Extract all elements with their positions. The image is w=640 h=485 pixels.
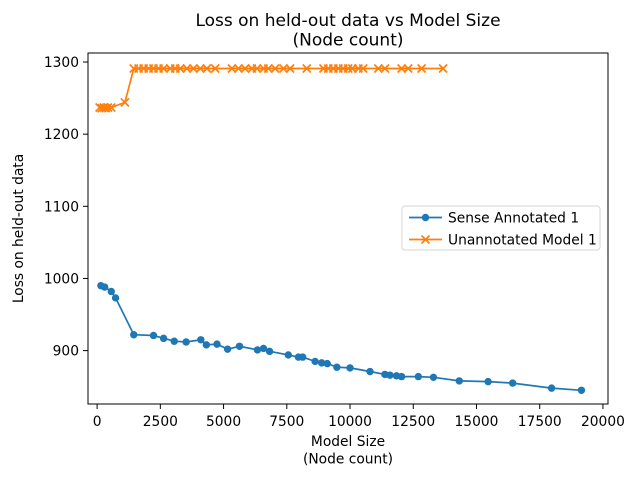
data-point-x xyxy=(380,63,390,74)
data-point-circle xyxy=(366,367,374,376)
y-tick-label: 900 xyxy=(53,344,79,360)
x-tick-label: 12500 xyxy=(391,414,435,430)
series-unannotated xyxy=(95,63,448,113)
data-point-x xyxy=(233,63,244,74)
data-point-x xyxy=(227,63,237,74)
data-point-circle xyxy=(111,294,120,302)
data-point-x xyxy=(278,63,289,74)
data-point-circle xyxy=(100,283,109,291)
data-point-x xyxy=(202,63,212,74)
y-tick-label: 1000 xyxy=(44,271,79,287)
x-tick-label: 20000 xyxy=(581,414,625,430)
data-point-circle xyxy=(577,386,586,394)
data-point-circle xyxy=(299,353,307,361)
data-point-circle xyxy=(317,359,326,367)
data-point-circle xyxy=(259,344,268,353)
data-point-circle xyxy=(508,379,517,387)
data-point-circle xyxy=(323,359,331,368)
data-point-x xyxy=(420,234,431,245)
chart-subtitle: (Node count) xyxy=(293,31,404,51)
data-point-circle xyxy=(149,331,158,340)
y-tick-label: 1100 xyxy=(44,199,79,215)
data-point-circle xyxy=(235,342,244,350)
data-point-x xyxy=(106,102,116,113)
data-point-circle xyxy=(421,213,430,222)
data-point-x xyxy=(358,63,368,74)
data-point-circle xyxy=(197,336,205,344)
y-tick-label: 1200 xyxy=(44,127,79,143)
data-point-x xyxy=(438,63,448,74)
data-point-x xyxy=(175,63,185,74)
data-point-x xyxy=(182,63,192,74)
series-sense-annotated xyxy=(97,281,586,394)
legend: Sense Annotated 1 Unannotated Model 1 xyxy=(401,205,601,251)
data-point-circle xyxy=(265,347,274,356)
legend-label: Unannotated Model 1 xyxy=(448,233,597,249)
data-point-x xyxy=(416,63,427,74)
data-point-circle xyxy=(455,377,463,385)
data-point-circle xyxy=(386,371,394,379)
data-point-circle xyxy=(284,351,293,359)
data-point-circle xyxy=(170,337,178,345)
x-tick-label: 2500 xyxy=(143,414,178,430)
data-point-x xyxy=(195,63,205,74)
x-tick-label: 7500 xyxy=(269,414,304,430)
data-point-circle xyxy=(182,338,190,346)
x-tick-label: 0 xyxy=(93,414,102,430)
data-point-circle xyxy=(547,384,556,392)
data-point-circle xyxy=(333,363,341,371)
data-point-x xyxy=(120,97,130,108)
data-point-x xyxy=(403,63,413,74)
y-axis-label: Loss on held-out data xyxy=(11,154,27,303)
data-point-x xyxy=(373,63,383,74)
data-point-circle xyxy=(346,364,354,372)
legend-box xyxy=(401,205,601,251)
data-point-x xyxy=(103,102,113,113)
data-point-circle xyxy=(223,345,232,353)
data-point-circle xyxy=(429,373,438,382)
data-point-x xyxy=(240,63,250,74)
x-tick-label: 5000 xyxy=(206,414,241,430)
data-point-x xyxy=(343,63,353,74)
y-tick-label: 1300 xyxy=(44,55,79,71)
x-tick-label: 15000 xyxy=(455,414,499,430)
data-point-x xyxy=(252,63,262,74)
x-axis-label-line2: (Node count) xyxy=(303,452,393,468)
data-point-x xyxy=(397,63,407,74)
x-tick-label: 10000 xyxy=(328,414,372,430)
data-point-circle xyxy=(253,346,262,354)
data-point-x xyxy=(188,63,199,74)
legend-label: Sense Annotated 1 xyxy=(448,211,579,227)
data-point-circle xyxy=(202,341,211,349)
data-point-x xyxy=(210,63,220,74)
data-point-circle xyxy=(311,357,319,366)
data-point-circle xyxy=(397,372,406,381)
data-point-circle xyxy=(213,340,221,348)
data-point-circle xyxy=(159,334,168,343)
plot-area-border xyxy=(87,52,609,405)
data-point-x xyxy=(270,63,280,74)
data-point-circle xyxy=(414,372,423,381)
chart-title: Loss on held-out data vs Model Size xyxy=(195,11,500,31)
data-point-x xyxy=(263,63,273,74)
data-point-x xyxy=(302,63,312,74)
data-point-circle xyxy=(484,377,492,386)
data-point-circle xyxy=(130,331,138,339)
data-point-circle xyxy=(107,287,115,296)
x-tick-label: 17500 xyxy=(518,414,562,430)
x-axis-label-line1: Model Size xyxy=(311,434,385,450)
data-point-x xyxy=(285,63,295,74)
data-point-x xyxy=(159,63,169,74)
